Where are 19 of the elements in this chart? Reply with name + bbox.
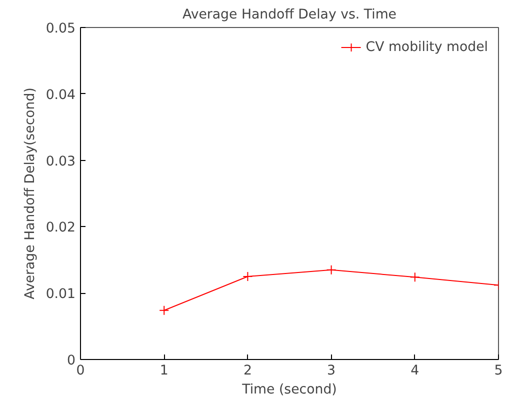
y-tick-label: 0.05	[46, 22, 76, 36]
y-tick-label: 0.04	[46, 88, 76, 103]
chart-title: Average Handoff Delay vs. Time	[182, 8, 397, 22]
x-axis-title: Time (second)	[241, 382, 337, 398]
y-tick-label: 0.03	[46, 154, 76, 170]
point	[410, 272, 420, 282]
y-axis-title: Average Handoff Delay(second)	[22, 88, 38, 300]
x-tick-label: 3	[327, 364, 336, 378]
x-tick-label: 5	[494, 364, 503, 378]
legend-label: CV mobility model	[366, 40, 488, 54]
x-tick-label: 2	[243, 364, 252, 378]
point	[159, 305, 170, 316]
y-tick-label: 0	[67, 354, 76, 368]
y-tick-label: 0.01	[46, 287, 76, 302]
x-tick-label: 4	[410, 364, 420, 378]
y-tick-label: 0.02	[46, 220, 76, 236]
point	[242, 272, 253, 282]
point	[326, 264, 336, 275]
x-tick-label: 1	[160, 364, 168, 378]
